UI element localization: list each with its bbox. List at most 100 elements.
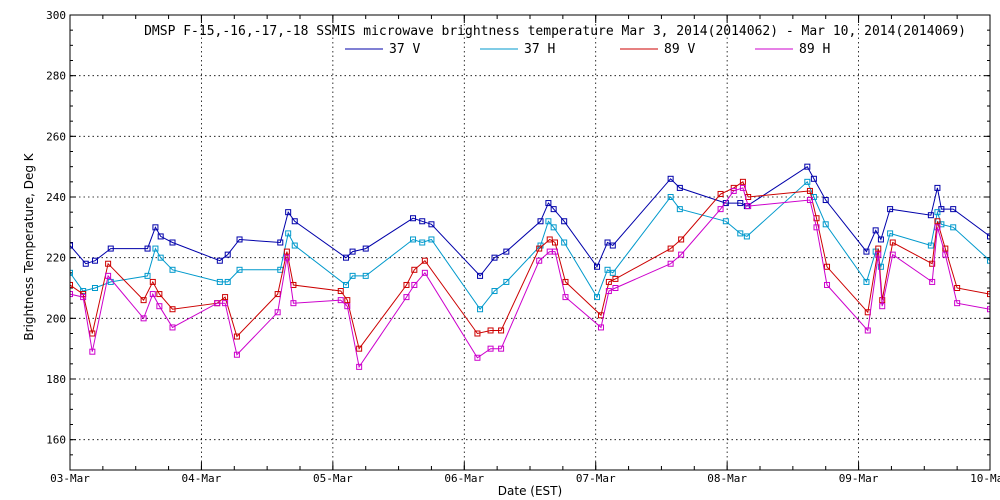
data-point: [216, 278, 223, 285]
data-point: [927, 212, 934, 219]
data-point: [105, 260, 112, 267]
data-point: [676, 184, 683, 191]
data-point: [344, 303, 351, 310]
data-point: [428, 221, 435, 228]
data-point: [987, 233, 990, 240]
data-point: [667, 245, 674, 252]
data-point: [561, 218, 568, 225]
legend-label: 37 V: [389, 42, 420, 57]
data-point: [717, 206, 724, 213]
data-point: [864, 327, 871, 334]
legend-item: 89 H: [755, 42, 830, 57]
data-point: [82, 260, 89, 267]
data-point: [604, 266, 611, 273]
data-point: [419, 239, 426, 246]
data-point: [987, 306, 990, 313]
data-point: [545, 218, 552, 225]
data-point: [745, 203, 752, 210]
series-89-h: [70, 184, 990, 370]
data-point: [157, 233, 164, 240]
data-point: [612, 285, 619, 291]
data-point: [291, 218, 298, 225]
data-point: [875, 245, 882, 252]
data-point: [70, 281, 73, 288]
data-point: [343, 281, 349, 288]
data-point: [889, 239, 896, 246]
data-point: [80, 291, 87, 298]
data-point: [722, 218, 729, 225]
x-tick-labels: 03-Mar 04-Mar 05-Mar 06-Mar 07-Mar 08-Mar 09-M…: [50, 472, 1000, 485]
data-point: [743, 233, 750, 240]
x-tick-label: 06-Mar: [444, 472, 484, 485]
data-point: [140, 315, 147, 322]
data-point: [934, 218, 941, 225]
data-point: [91, 257, 98, 264]
data-point: [419, 218, 426, 225]
data-point: [80, 294, 87, 301]
data-point: [411, 266, 418, 273]
y-tick-labels: 160 180 200 220 240 260 280 300: [46, 9, 66, 447]
data-point: [157, 254, 164, 261]
data-point: [156, 303, 163, 310]
data-point: [551, 239, 558, 246]
data-point: [804, 178, 811, 185]
data-point: [403, 294, 410, 301]
data-point: [954, 300, 961, 307]
y-tick-label: 300: [46, 9, 66, 22]
data-point: [676, 206, 683, 213]
data-point: [875, 251, 882, 258]
data-point: [149, 291, 156, 298]
data-point: [804, 163, 811, 170]
data-point: [277, 239, 284, 246]
data-point: [938, 221, 945, 228]
data-point: [537, 218, 544, 225]
data-point: [806, 187, 813, 194]
x-tick-label: 10-Mar: [970, 472, 1000, 485]
data-point: [144, 272, 151, 279]
series-line: [70, 181, 990, 350]
data-point: [863, 278, 870, 285]
data-point: [594, 263, 601, 270]
data-point: [236, 236, 243, 243]
data-point: [421, 269, 428, 276]
data-point: [411, 281, 418, 288]
series-layer: [70, 163, 990, 370]
data-point: [107, 245, 114, 252]
series-line: [70, 187, 990, 369]
data-point: [222, 300, 229, 307]
data-point: [934, 184, 941, 191]
data-point: [487, 327, 494, 334]
data-point: [474, 330, 481, 337]
data-point: [169, 306, 176, 313]
data-point: [70, 269, 73, 276]
data-point: [551, 248, 558, 255]
data-point: [216, 257, 223, 264]
data-point: [887, 230, 894, 237]
data-point: [274, 291, 281, 298]
data-point: [337, 288, 344, 295]
data-point: [737, 230, 744, 237]
data-point: [889, 251, 896, 258]
data-point: [594, 294, 601, 301]
data-point: [806, 197, 813, 204]
data-point: [410, 215, 417, 222]
data-point: [477, 272, 484, 279]
y-axis-label: Brightness Temperature, Deg K: [22, 152, 36, 340]
data-point: [604, 239, 611, 246]
data-point: [954, 285, 961, 291]
data-point: [667, 260, 674, 267]
data-point: [872, 227, 879, 234]
data-point: [536, 257, 543, 264]
data-point: [274, 309, 281, 316]
data-point: [938, 206, 945, 213]
data-point: [942, 245, 949, 252]
data-point: [546, 236, 553, 243]
data-point: [934, 209, 941, 216]
data-point: [987, 291, 990, 298]
grid-lines: [70, 15, 990, 470]
data-point: [562, 278, 569, 285]
x-tick-label: 04-Mar: [182, 472, 222, 485]
data-point: [233, 333, 240, 340]
data-point: [877, 236, 884, 243]
x-tick-label: 07-Mar: [576, 472, 616, 485]
